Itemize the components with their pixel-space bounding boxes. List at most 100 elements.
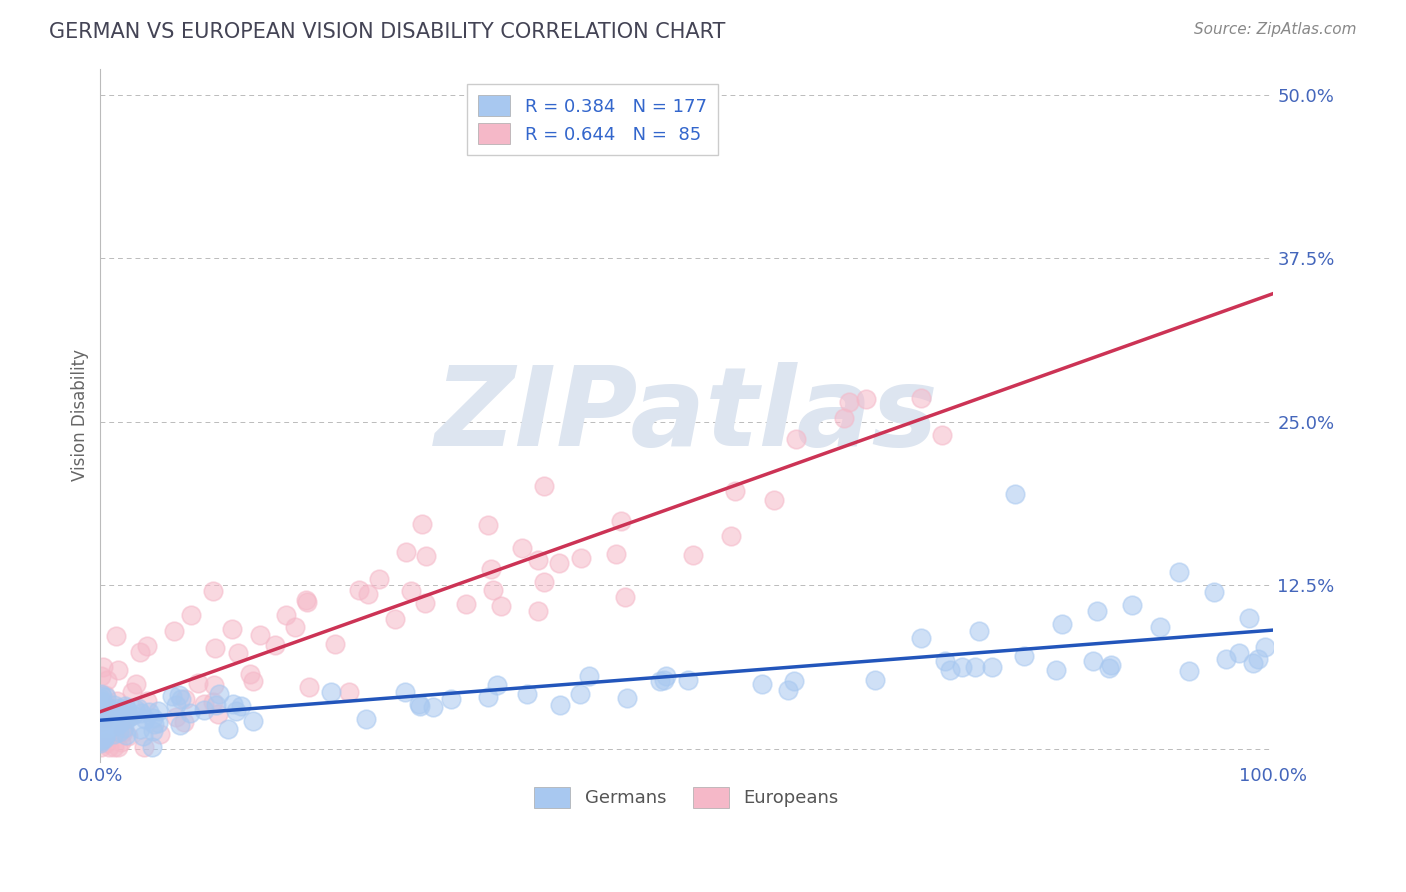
Point [90, 704, 112, 718]
Point [832, 411, 855, 425]
Point [124, 701, 146, 715]
Point [89, 709, 111, 723]
Point [100, 708, 122, 723]
Point [89, 712, 111, 726]
Point [94, 730, 117, 744]
Point [90, 710, 112, 724]
Point [103, 706, 125, 720]
Point [108, 709, 131, 723]
Point [169, 718, 191, 732]
Point [115, 712, 138, 726]
Point [89, 715, 111, 730]
Point [855, 392, 877, 406]
Point [354, 712, 377, 726]
Point [174, 691, 197, 706]
Point [94, 719, 117, 733]
Point [225, 704, 247, 718]
Point [1085, 604, 1108, 618]
Point [115, 729, 138, 743]
Point [1045, 663, 1067, 677]
Point [89, 708, 111, 723]
Point [1098, 661, 1121, 675]
Point [89, 712, 111, 726]
Point [134, 740, 156, 755]
Point [118, 710, 141, 724]
Point [90, 714, 112, 728]
Point [141, 739, 163, 754]
Point [97, 704, 120, 718]
Point [107, 706, 129, 720]
Point [1215, 652, 1237, 666]
Point [90, 703, 112, 717]
Point [90, 694, 112, 708]
Point [89, 726, 111, 740]
Point [89, 698, 111, 712]
Point [105, 694, 128, 708]
Text: ZIPatlas: ZIPatlas [434, 361, 938, 468]
Point [202, 677, 225, 691]
Point [127, 701, 149, 715]
Point [548, 557, 571, 571]
Point [910, 631, 932, 645]
Point [98, 714, 121, 729]
Point [527, 553, 550, 567]
Point [149, 727, 172, 741]
Point [96, 701, 118, 715]
Point [186, 676, 208, 690]
Point [94, 719, 117, 733]
Point [148, 715, 170, 730]
Point [384, 612, 406, 626]
Point [939, 663, 962, 677]
Point [165, 698, 187, 712]
Point [91, 660, 114, 674]
Point [295, 594, 318, 608]
Point [107, 706, 129, 721]
Point [89, 700, 111, 714]
Point [337, 684, 360, 698]
Point [89, 706, 111, 721]
Point [408, 697, 430, 711]
Point [89, 714, 111, 728]
Point [89, 698, 111, 712]
Point [89, 701, 111, 715]
Point [136, 639, 159, 653]
Point [89, 695, 111, 709]
Point [981, 660, 1004, 674]
Point [89, 720, 111, 734]
Point [678, 673, 700, 687]
Point [105, 629, 128, 643]
Point [682, 548, 704, 562]
Point [294, 593, 316, 607]
Point [114, 699, 136, 714]
Point [97, 740, 120, 755]
Point [510, 541, 533, 556]
Point [527, 603, 550, 617]
Point [1004, 486, 1026, 500]
Point [96, 707, 118, 722]
Point [1012, 649, 1035, 664]
Y-axis label: Vision Disability: Vision Disability [72, 349, 89, 481]
Point [655, 669, 678, 683]
Point [96, 690, 118, 704]
Point [96, 707, 118, 722]
Point [101, 719, 124, 733]
Point [202, 695, 225, 709]
Point [89, 709, 111, 723]
Point [264, 638, 287, 652]
Point [193, 702, 215, 716]
Point [242, 714, 264, 729]
Point [94, 711, 117, 725]
Point [239, 666, 262, 681]
Point [217, 722, 239, 736]
Point [93, 700, 115, 714]
Point [616, 691, 638, 706]
Point [477, 690, 499, 704]
Point [125, 677, 148, 691]
Point [284, 620, 307, 634]
Point [90, 730, 112, 744]
Point [160, 689, 183, 703]
Point [93, 714, 115, 728]
Point [357, 587, 380, 601]
Point [785, 432, 807, 446]
Point [167, 688, 190, 702]
